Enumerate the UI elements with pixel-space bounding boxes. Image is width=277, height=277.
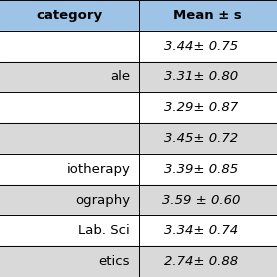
Bar — [0, 31, 138, 61]
Text: ography: ography — [75, 194, 130, 207]
Text: Mean ± s: Mean ± s — [173, 9, 242, 22]
Text: etics: etics — [99, 255, 130, 268]
Bar — [138, 123, 277, 154]
Text: 3.59 ± 0.60: 3.59 ± 0.60 — [162, 194, 240, 207]
Text: 3.34± 0.74: 3.34± 0.74 — [164, 224, 238, 237]
Bar — [0, 123, 138, 154]
Bar — [0, 154, 138, 185]
Text: Lab. Sci: Lab. Sci — [78, 224, 130, 237]
Text: 3.39± 0.85: 3.39± 0.85 — [164, 163, 238, 176]
Bar — [0, 246, 138, 277]
Bar — [138, 92, 277, 123]
Bar — [0, 92, 138, 123]
Text: 3.31± 0.80: 3.31± 0.80 — [164, 70, 238, 83]
Bar — [138, 154, 277, 185]
Bar — [0, 185, 138, 216]
Text: 3.45± 0.72: 3.45± 0.72 — [164, 132, 238, 145]
Text: 2.74± 0.88: 2.74± 0.88 — [164, 255, 238, 268]
Bar — [138, 216, 277, 246]
Bar — [0, 61, 138, 92]
Bar — [138, 0, 277, 31]
Bar — [138, 31, 277, 61]
Bar — [138, 61, 277, 92]
Bar — [138, 246, 277, 277]
Text: 3.29± 0.87: 3.29± 0.87 — [164, 101, 238, 114]
Text: 3.44± 0.75: 3.44± 0.75 — [164, 40, 238, 53]
Bar — [138, 185, 277, 216]
Text: category: category — [36, 9, 102, 22]
Text: iotherapy: iotherapy — [66, 163, 130, 176]
Text: ale: ale — [110, 70, 130, 83]
Bar — [0, 216, 138, 246]
Bar — [0, 0, 138, 31]
